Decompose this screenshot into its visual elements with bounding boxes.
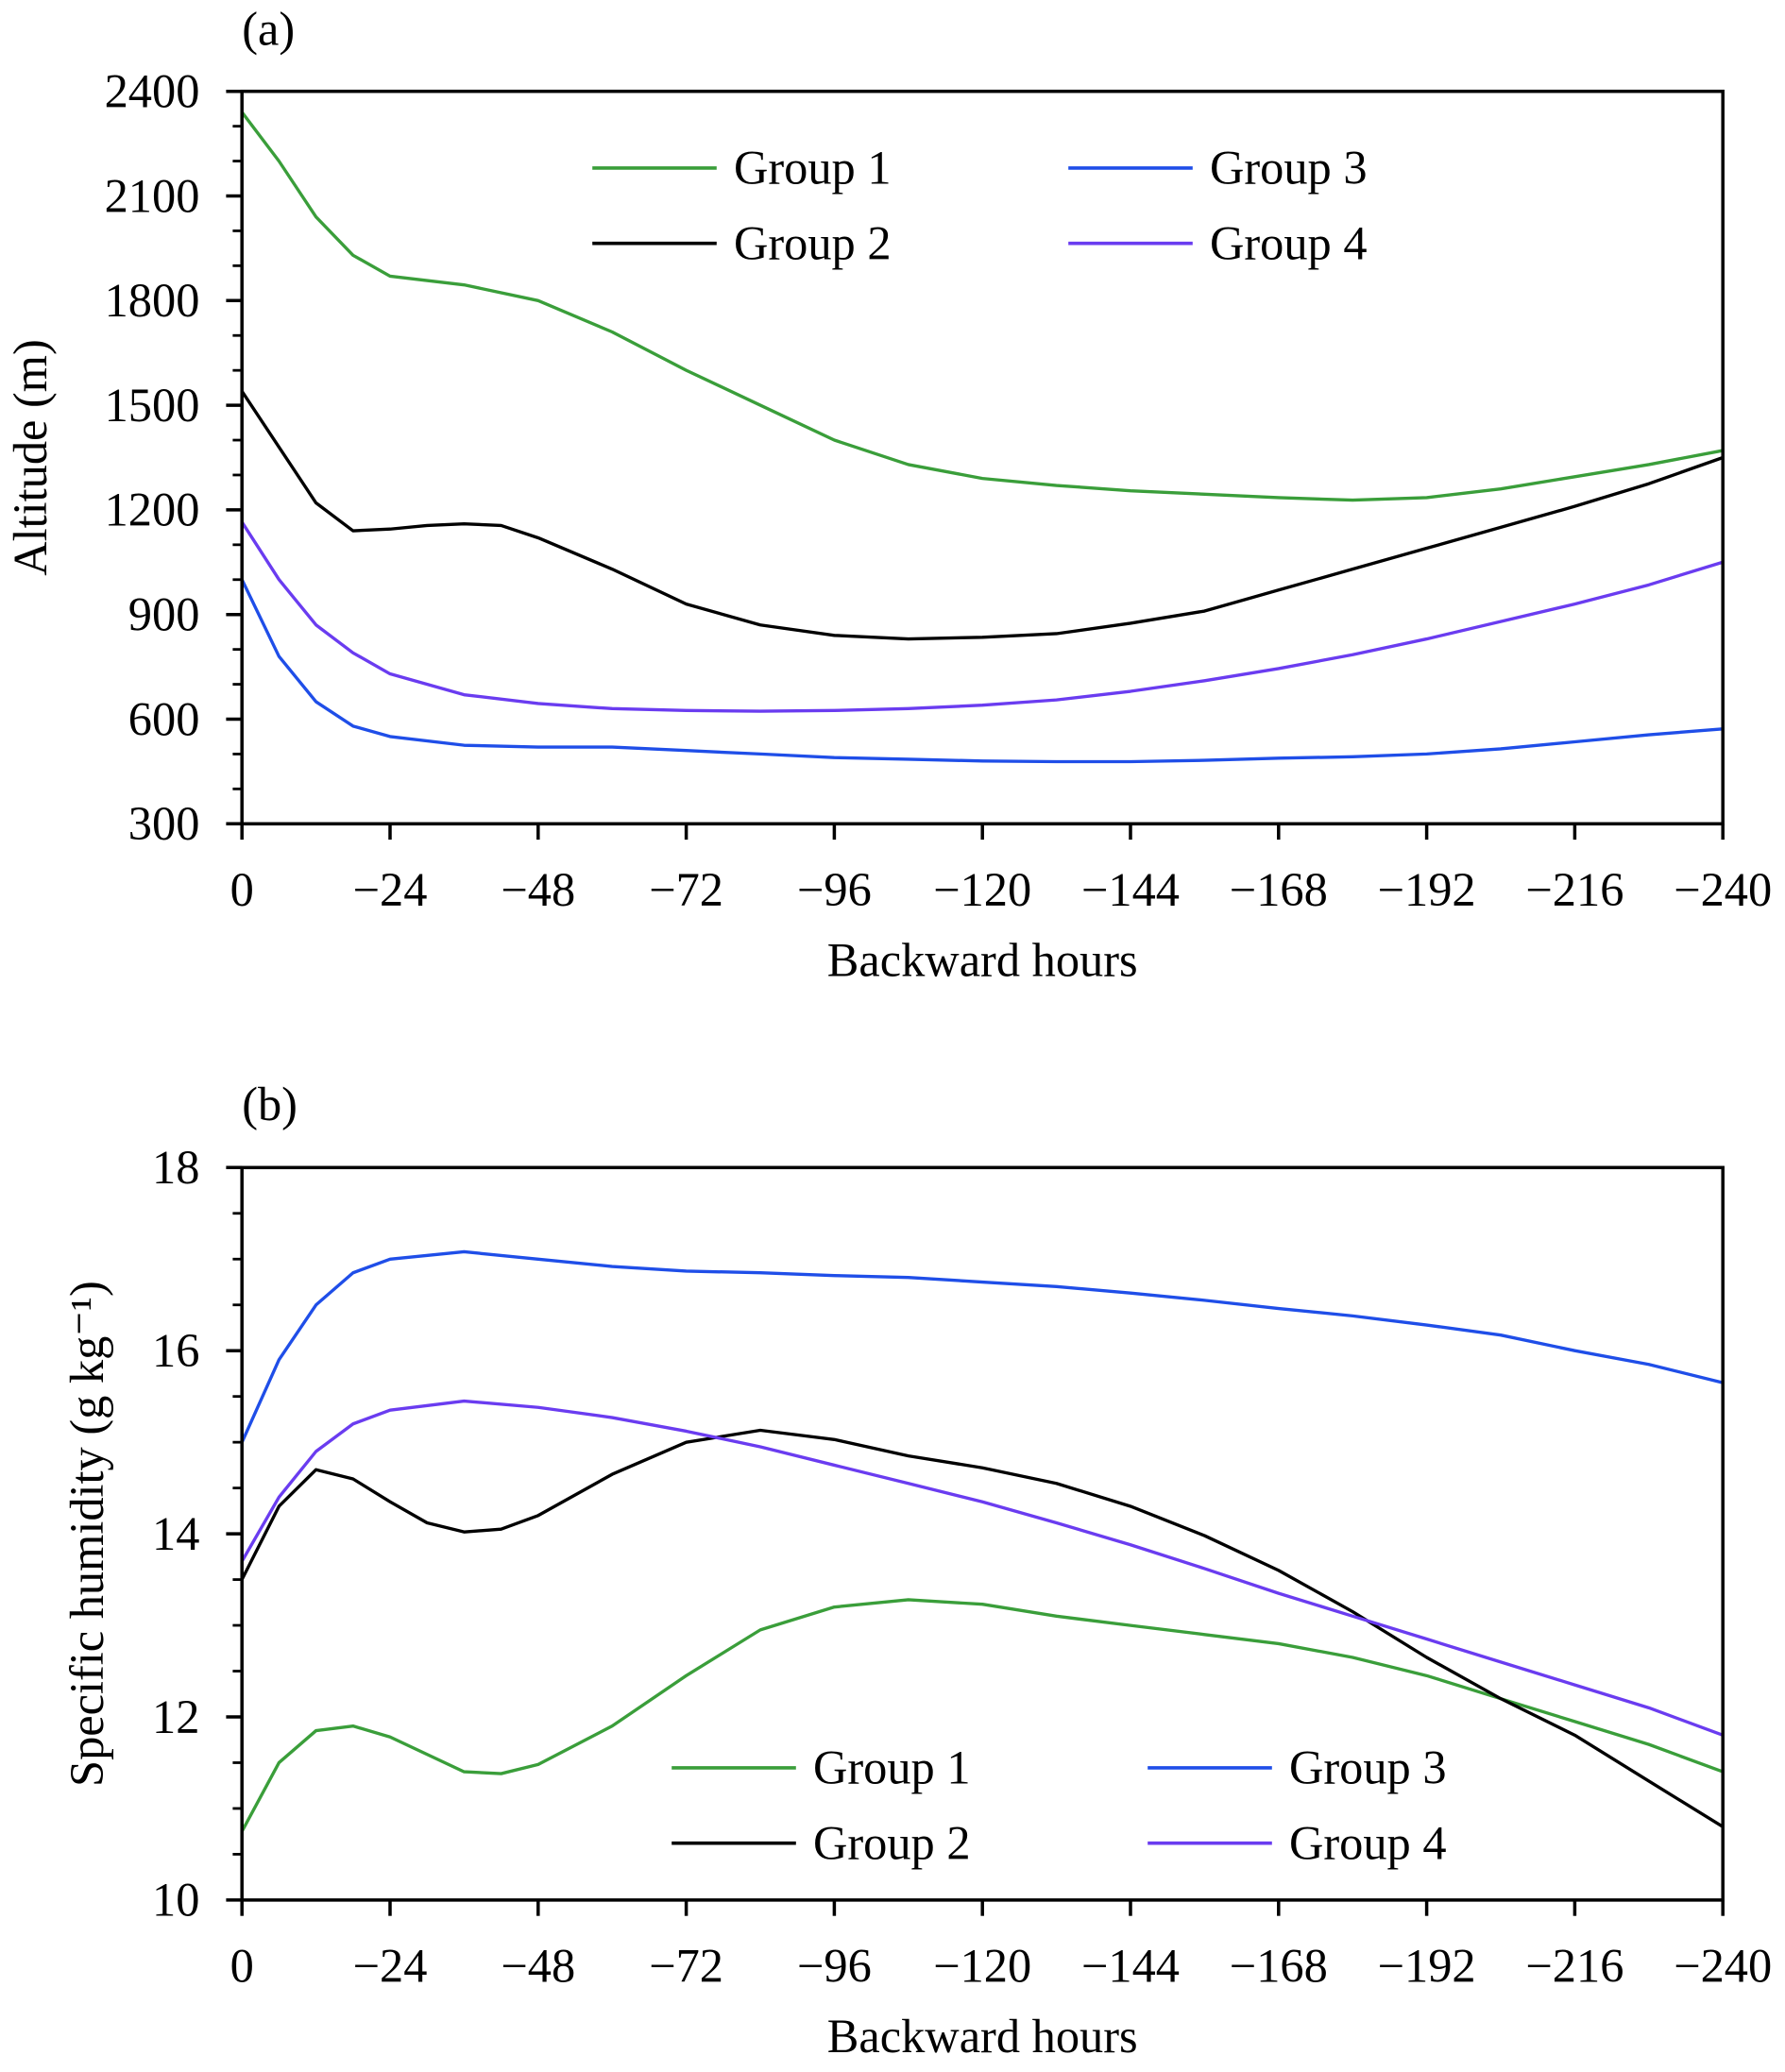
- x-tick-label: −120: [933, 1940, 1031, 1993]
- series-line-group-1: [240, 110, 1724, 502]
- series-line-group-3: [240, 578, 1724, 764]
- legend-label: Group 3: [1210, 142, 1368, 195]
- x-tick-label: −144: [1081, 1940, 1180, 1993]
- y-axis-label: Specific humidity (g kg⁻¹): [60, 1281, 113, 1787]
- x-tick-label: −120: [933, 863, 1031, 916]
- x-tick-label: −72: [649, 863, 723, 916]
- legend-item: Group 1: [592, 142, 892, 195]
- y-tick-label: 18: [152, 1141, 199, 1194]
- x-tick-label: −48: [501, 1940, 575, 1993]
- legend: Group 1 Group 2 Group 3 Group 4: [672, 1741, 1447, 1870]
- panel-a-altitude-chart: 0 −24 −48 −72 −96 −120 −144 −168 −192 −216 −240 300…: [4, 3, 1772, 987]
- y-tick-label: 2400: [105, 65, 200, 118]
- x-tick-label: −192: [1378, 863, 1476, 916]
- y-tick-label: 300: [128, 797, 200, 850]
- panel-b-humidity-chart: 0 −24 −48 −72 −96 −120 −144 −168 −192 −216 −240 10 1…: [60, 1078, 1772, 2063]
- legend-item: Group 3: [1068, 142, 1368, 195]
- x-tick-label: −168: [1230, 1940, 1328, 1993]
- x-tick-label: −240: [1674, 1940, 1772, 1993]
- y-tick-label: 1500: [105, 379, 200, 432]
- y-tick-label: 12: [152, 1690, 199, 1743]
- legend-label: Group 1: [734, 142, 892, 195]
- x-axis-label: Backward hours: [827, 933, 1138, 986]
- legend-item: Group 4: [1148, 1817, 1447, 1870]
- y-tick-label: 1200: [105, 484, 200, 536]
- x-tick-label: −192: [1378, 1940, 1476, 1993]
- panel-label: (a): [242, 3, 295, 56]
- series-line-group-1: [240, 1598, 1724, 1833]
- legend-label: Group 1: [813, 1741, 971, 1794]
- x-axis-label: Backward hours: [827, 2010, 1138, 2063]
- legend-label: Group 2: [813, 1817, 971, 1870]
- x-tick-label: −216: [1525, 863, 1624, 916]
- x-tick-label: −48: [501, 863, 575, 916]
- x-tick-label: −96: [797, 1940, 872, 1993]
- series-line-group-2: [240, 1428, 1725, 1828]
- plot-frame: [240, 1165, 1725, 1902]
- legend: Group 1 Group 2 Group 3 Group 4: [592, 142, 1368, 270]
- y-tick-label: 1800: [105, 274, 200, 327]
- x-tick-label: −24: [353, 1940, 428, 1993]
- series-line-group-4: [240, 520, 1724, 713]
- x-tick-label: 0: [230, 1940, 254, 1993]
- y-tick-label: 900: [128, 588, 200, 641]
- legend-item: Group 3: [1148, 1741, 1447, 1794]
- legend-label: Group 4: [1210, 217, 1368, 270]
- legend-item: Group 2: [672, 1817, 971, 1870]
- series-line-group-4: [240, 1399, 1724, 1737]
- x-tick-label: −96: [797, 863, 872, 916]
- x-tick-label: −240: [1674, 863, 1772, 916]
- x-tick-label: −72: [649, 1940, 723, 1993]
- legend-label: Group 4: [1289, 1817, 1447, 1870]
- series-line-group-2: [240, 390, 1724, 641]
- y-tick-label: 2100: [105, 169, 200, 222]
- series-line-group-3: [240, 1249, 1724, 1443]
- x-tick-label: −168: [1230, 863, 1328, 916]
- y-axis-label: Altitude (m): [4, 339, 57, 576]
- x-tick-label: 0: [230, 863, 254, 916]
- x-tick-label: −24: [353, 863, 428, 916]
- legend-item: Group 4: [1068, 217, 1368, 270]
- plot-frame: [240, 89, 1725, 826]
- legend-item: Group 1: [672, 1741, 971, 1794]
- legend-item: Group 2: [592, 217, 892, 270]
- y-tick-label: 14: [152, 1507, 199, 1560]
- legend-label: Group 2: [734, 217, 892, 270]
- y-tick-label: 10: [152, 1874, 199, 1927]
- x-tick-label: −216: [1525, 1940, 1624, 1993]
- legend-label: Group 3: [1289, 1741, 1447, 1794]
- x-tick-label: −144: [1081, 863, 1180, 916]
- panel-label: (b): [242, 1078, 298, 1130]
- y-tick-label: 600: [128, 692, 200, 745]
- y-tick-label: 16: [152, 1324, 199, 1377]
